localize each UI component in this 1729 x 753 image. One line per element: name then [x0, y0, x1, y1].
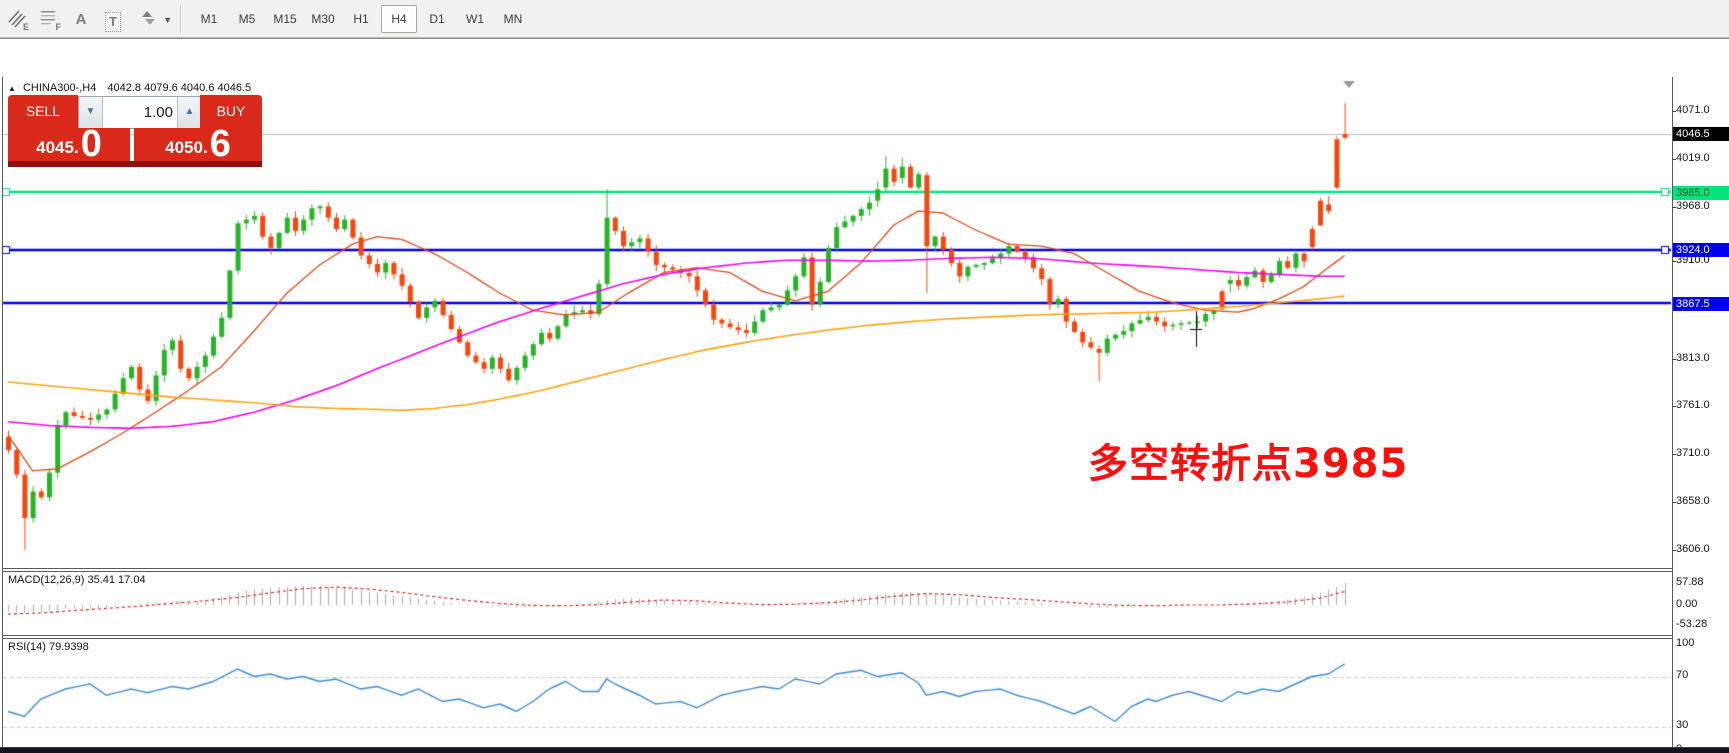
volume-decrease-button[interactable]: ▼ — [79, 97, 103, 128]
draw-channel-icon[interactable]: E — [2, 6, 32, 32]
price-chart-canvas[interactable] — [0, 39, 1729, 753]
buy-price-box[interactable]: 4050 . 6 — [134, 123, 262, 165]
one-click-trading-collapse-icon[interactable]: ▲ — [8, 84, 16, 93]
timeframe-button-m30[interactable]: M30 — [311, 11, 335, 26]
symbol-ohlc-line: ▲ CHINA300-,H4 4042.8 4079.6 4040.6 4046… — [8, 82, 251, 94]
macd-axis-label: 0.00 — [1676, 598, 1698, 610]
price-tick-label: 4019.0 — [1676, 152, 1710, 164]
price-tick-label: 3910.0 — [1676, 254, 1710, 266]
chart-left-border — [2, 77, 3, 753]
symbol-timeframe-label: CHINA300-,H4 — [22, 82, 97, 94]
timeframe-button-w1[interactable]: W1 — [466, 11, 484, 26]
price-tick-mark — [1672, 502, 1676, 503]
price-tick-label: 3606.0 — [1676, 543, 1710, 555]
hline-badge-3985: 3985.0 — [1673, 186, 1729, 200]
rsi-label: RSI(14) 79.9398 — [8, 641, 89, 653]
price-tick-label: 4071.0 — [1676, 104, 1710, 116]
buy-price-dot: . — [202, 138, 208, 157]
sell-price-main: 4045 — [36, 138, 74, 157]
price-tick-mark — [1672, 454, 1676, 455]
price-tick-label: 3658.0 — [1676, 495, 1710, 507]
sell-price-big-digit: 0 — [80, 123, 102, 165]
ohlc-values: 4042.8 4079.6 4040.6 4046.5 — [107, 82, 252, 94]
rsi-axis-label: 70 — [1676, 669, 1689, 681]
price-tick-mark — [1672, 207, 1676, 208]
fibonacci-icon[interactable]: F — [34, 6, 64, 32]
buy-price-big-digit: 6 — [209, 123, 231, 165]
timeframe-button-m5[interactable]: M5 — [238, 11, 256, 26]
price-tick-label: 3710.0 — [1676, 447, 1710, 459]
volume-stepper: ▼ ▲ — [78, 96, 202, 129]
main-macd-separator[interactable] — [2, 568, 1672, 569]
hline-badge-3867: 3867.5 — [1673, 297, 1729, 311]
timeframe-button-m15[interactable]: M15 — [273, 11, 297, 26]
axis-separator — [1672, 77, 1673, 753]
buy-button[interactable]: BUY — [200, 95, 262, 128]
rsi-axis-label: 100 — [1676, 637, 1695, 649]
sell-button[interactable]: SELL — [8, 95, 78, 128]
volume-increase-button[interactable]: ▲ — [177, 97, 201, 128]
price-tick-mark — [1672, 406, 1676, 407]
timeframe-group: M1 M5 M15 M30 H1 H4 D1 W1 MN — [190, 4, 532, 33]
trade-panel-bottom-strip — [8, 161, 262, 167]
price-tick-mark — [1672, 550, 1676, 551]
bottom-docked-window-edge[interactable] — [0, 747, 1729, 753]
volume-input[interactable] — [103, 97, 177, 128]
macd-label: MACD(12,26,9) 35.41 17.04 — [8, 574, 146, 586]
toolbar-separator — [180, 4, 182, 33]
sell-price-dot: . — [73, 138, 79, 157]
sell-price-box[interactable]: 4045 . 0 — [8, 123, 130, 165]
hline-badge-3924: 3924.0 — [1673, 243, 1729, 257]
icon-sub-label: E — [22, 21, 29, 32]
one-click-trading-panel: SELL ▼ ▲ BUY 4045 . 0 4050 . 6 — [8, 95, 262, 167]
text-label-icon[interactable]: T — [98, 6, 128, 32]
chevron-down-icon: ▼ — [163, 14, 172, 25]
price-tick-mark — [1672, 159, 1676, 160]
rsi-axis-label: 30 — [1676, 719, 1689, 731]
timeframe-button-m1[interactable]: M1 — [200, 11, 218, 26]
macd-top-border — [2, 571, 1672, 572]
timeframe-button-h1[interactable]: H1 — [353, 11, 369, 26]
current-price-badge: 4046.5 — [1673, 127, 1729, 141]
timeframe-button-d1[interactable]: D1 — [429, 11, 445, 26]
buy-price-main: 4050 — [165, 138, 203, 157]
price-tick-mark — [1672, 261, 1676, 262]
price-tick-label: 3813.0 — [1676, 352, 1710, 364]
macd-axis-label: 57.88 — [1676, 576, 1704, 588]
price-tick-mark — [1672, 111, 1676, 112]
chart-annotation-text: 多空转折点3985 — [1088, 441, 1409, 487]
price-tick-label: 3968.0 — [1676, 200, 1710, 212]
timeframe-button-h4[interactable]: H4 — [381, 4, 417, 33]
rsi-top-border — [2, 638, 1672, 639]
price-tick-label: 3761.0 — [1676, 399, 1710, 411]
chart-window: ▲ CHINA300-,H4 4042.8 4079.6 4040.6 4046… — [0, 38, 1729, 753]
price-tick-mark — [1672, 359, 1676, 360]
macd-axis-label: -53.28 — [1676, 618, 1708, 630]
toolbar: E F A T ▼ M1 M5 M15 M30 H1 H4 D1 W1 MN — [0, 0, 1729, 38]
arrows-shapes-icon[interactable]: ▼ — [136, 6, 172, 32]
icon-sub-label: F — [55, 21, 62, 32]
macd-rsi-separator[interactable] — [2, 635, 1672, 636]
timeframe-button-mn[interactable]: MN — [503, 11, 523, 26]
text-icon[interactable]: A — [75, 10, 87, 28]
